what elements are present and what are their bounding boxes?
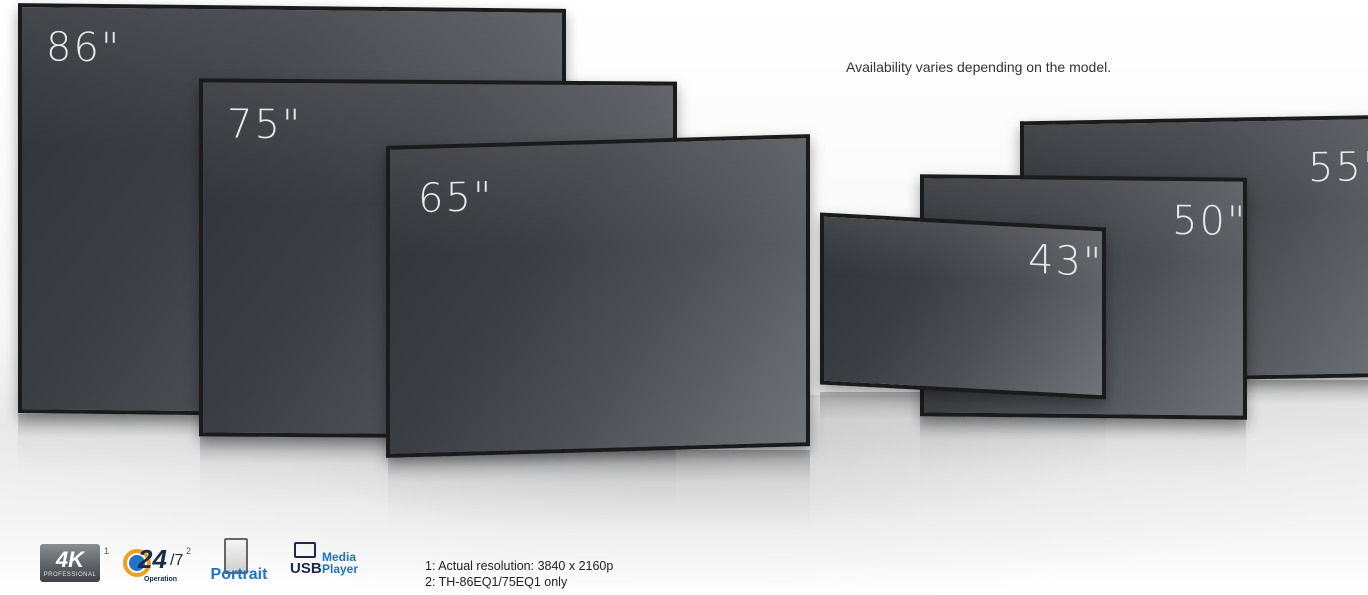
footnote-1: 1: Actual resolution: 3840 x 2160p — [425, 559, 614, 573]
reflection-65 — [388, 450, 810, 530]
display-86-label: 86" — [46, 24, 122, 72]
availability-note: Availability varies depending on the mod… — [846, 59, 1112, 75]
4k-badge-subtext: PROFESSIONAL — [43, 572, 97, 578]
24-7-operation-badge: 24 /7 Operation — [120, 544, 190, 586]
usb-badge-label: USB — [290, 560, 322, 577]
24-badge-main: 24 — [138, 544, 167, 574]
24-7-footnote-ref: 2 — [186, 546, 192, 556]
footnotes: 1: Actual resolution: 3840 x 2160p 2: TH… — [425, 558, 613, 590]
usb-media-player-badge: USB Media Player — [290, 542, 370, 586]
portrait-badge: Portrait — [206, 538, 272, 588]
reflection-50 — [920, 416, 1246, 476]
4k-badge-text: 4K — [55, 547, 85, 572]
footnote-2: 2: TH-86EQ1/75EQ1 only — [425, 575, 568, 589]
usb-stick-icon — [294, 542, 316, 558]
portrait-display-icon — [224, 538, 248, 574]
4k-professional-badge: 4K PROFESSIONAL — [40, 544, 100, 582]
4k-footnote-ref: 1 — [104, 546, 110, 556]
24-badge-slash: /7 — [170, 552, 184, 569]
usb-badge-player: Player — [322, 562, 359, 576]
reflection-55 — [1246, 380, 1368, 440]
clock-icon — [123, 549, 151, 577]
24-badge-sub: Operation — [144, 576, 178, 583]
display-75-label: 75" — [227, 101, 303, 149]
display-43: 43" — [820, 212, 1106, 400]
usb-badge-media: Media — [322, 550, 357, 564]
display-65-label: 65" — [418, 173, 494, 223]
display-43-label: 43" — [1028, 236, 1104, 287]
display-55-label: 55" — [1308, 143, 1368, 192]
display-50-label: 50" — [1172, 197, 1248, 245]
portrait-badge-label: Portrait — [210, 566, 268, 583]
display-65: 65" — [386, 134, 810, 458]
